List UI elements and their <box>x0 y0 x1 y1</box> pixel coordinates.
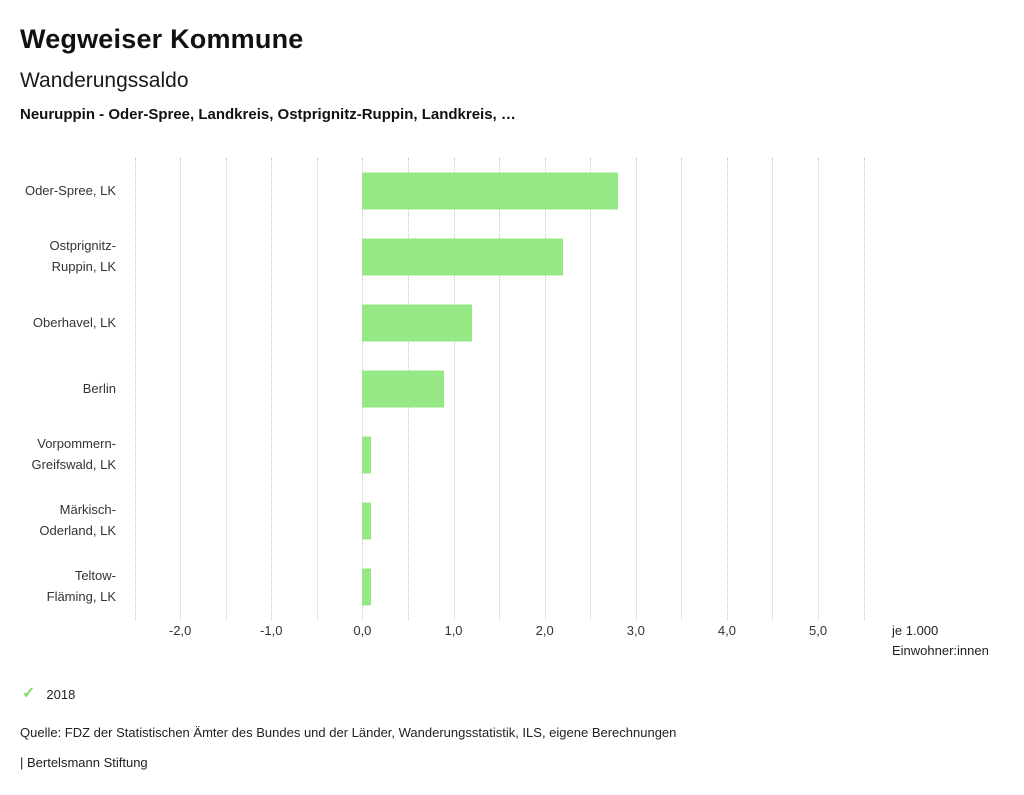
category-label-line: Märkisch- <box>59 502 116 518</box>
legend[interactable]: ✓ 2018 <box>22 686 1004 702</box>
category-label: Ostprignitz- Ruppin, LK <box>20 236 130 278</box>
axis-unit-label: je 1.000 Einwohner:innen <box>892 621 1012 661</box>
chart-title: Wanderungssaldo <box>20 69 189 92</box>
gridline <box>271 158 273 620</box>
category-label-line: Ostprignitz- <box>49 238 116 254</box>
category-label-line: Greifswald, LK <box>31 457 116 472</box>
bar-chart: Oder-Spree, LK Ostprignitz- Ruppin, LK Ober… <box>20 158 1004 620</box>
gridline <box>590 158 592 620</box>
category-label-line: Oberhavel, LK <box>32 314 116 330</box>
x-tick-label: 5,0 <box>808 623 828 638</box>
category-label-line: Berlin <box>82 380 116 396</box>
row-plot-area <box>130 356 880 422</box>
category-label-line: Ruppin, LK <box>51 259 116 274</box>
x-tick-label: -2,0 <box>168 623 192 638</box>
row-plot-area <box>130 422 880 488</box>
gridline <box>635 158 637 620</box>
check-icon[interactable]: ✓ <box>22 685 36 702</box>
selected-regions: Neuruppin - Oder-Spree, Landkreis, Ostpr… <box>20 106 516 123</box>
legend-year-label[interactable]: 2018 <box>46 686 76 702</box>
gridline <box>681 158 683 620</box>
x-axis-row: -2,0 -1,0 0,0 1,0 2,0 3,0 4,0 5,0 je 1.000 Einw… <box>20 620 1004 662</box>
row-plot-area <box>130 554 880 620</box>
gridline <box>863 158 865 620</box>
branding: | Bertelsmann Stiftung <box>20 755 148 770</box>
category-label: Berlin <box>20 379 130 400</box>
category-label: Vorpommern- Greifswald, LK <box>20 434 130 476</box>
chart-row: Ostprignitz- Ruppin, LK <box>20 224 1004 290</box>
chart-row: Oberhavel, LK <box>20 290 1004 356</box>
source-note: Quelle: FDZ der Statistischen Ämter des … <box>20 725 677 740</box>
x-tick-label: 4,0 <box>717 623 736 638</box>
x-tick-label: -1,0 <box>260 623 283 638</box>
value-bar[interactable] <box>362 172 618 210</box>
gridline <box>134 158 136 620</box>
chart-row: Oder-Spree, LK <box>20 158 1004 224</box>
x-tick-label: 3,0 <box>626 623 645 638</box>
gridline <box>316 158 318 620</box>
gridline <box>818 158 820 620</box>
chart-row: Vorpommern- Greifswald, LK <box>20 422 1004 488</box>
category-label: Teltow- Fläming, LK <box>20 566 130 608</box>
x-tick-label: 2,0 <box>535 623 554 638</box>
row-plot-area <box>130 290 880 356</box>
category-label-line: Teltow- <box>74 568 116 584</box>
chart-row: Teltow- Fläming, LK <box>20 554 1004 620</box>
x-tick-label: 0,0 <box>353 623 372 638</box>
value-bar[interactable] <box>362 304 472 342</box>
chart-row: Märkisch- Oderland, LK <box>20 488 1004 554</box>
gridline <box>726 158 728 620</box>
category-label-line: Fläming, LK <box>46 589 116 604</box>
row-plot-area <box>130 488 880 554</box>
value-bar[interactable] <box>362 238 563 276</box>
gridline <box>772 158 774 620</box>
gridline <box>499 158 501 620</box>
gridline <box>225 158 227 620</box>
value-bar[interactable] <box>362 568 372 606</box>
category-label: Oberhavel, LK <box>20 313 130 334</box>
gridline <box>180 158 182 620</box>
value-bar[interactable] <box>362 436 372 474</box>
category-label-line: Oderland, LK <box>39 523 116 538</box>
category-label-line: Vorpommern- <box>37 436 116 452</box>
axis-unit-line2: Einwohner:innen <box>892 643 989 659</box>
row-plot-area <box>130 224 880 290</box>
row-plot-area <box>130 158 880 224</box>
gridline <box>544 158 546 620</box>
x-tick-label: 1,0 <box>444 623 463 638</box>
page-title: Wegweiser Kommune <box>20 24 304 54</box>
chart-rows: Oder-Spree, LK Ostprignitz- Ruppin, LK Ober… <box>20 158 1004 620</box>
value-bar[interactable] <box>362 370 445 408</box>
axis-unit-line1: je 1.000 <box>892 623 939 638</box>
category-label-line: Oder-Spree, LK <box>24 182 116 198</box>
chart-row: Berlin <box>20 356 1004 422</box>
gridline <box>453 158 455 620</box>
x-axis: -2,0 -1,0 0,0 1,0 2,0 3,0 4,0 5,0 <box>130 623 880 641</box>
category-label: Märkisch- Oderland, LK <box>20 500 130 542</box>
value-bar[interactable] <box>362 502 372 540</box>
category-label: Oder-Spree, LK <box>20 181 130 202</box>
